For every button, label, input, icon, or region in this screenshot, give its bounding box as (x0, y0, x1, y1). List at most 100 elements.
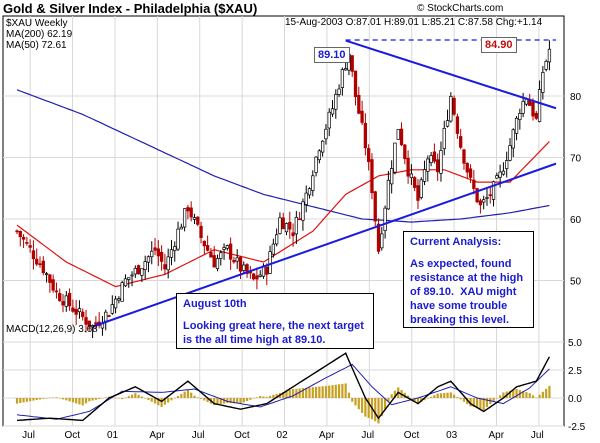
x-tick-label: Oct (234, 430, 250, 441)
price-candle (81, 311, 85, 318)
price-candle (498, 171, 502, 178)
x-tick-label: Apr (319, 430, 335, 441)
price-candle (544, 60, 548, 70)
price-candle (429, 155, 433, 164)
price-candle (127, 277, 131, 280)
macd-axis: -2.5 0.0 2.5 5.0 (568, 338, 586, 433)
trendlines (92, 39, 557, 328)
macd-hist-bar (265, 396, 268, 398)
macd-hist-bar (206, 398, 209, 403)
macd-hist-bar (127, 396, 130, 398)
price-candle (455, 116, 460, 134)
macd-hist-bar (232, 398, 236, 404)
macd-hist-bar (308, 387, 311, 398)
macd-hist-bar (285, 391, 288, 398)
macd-hist-bar (301, 388, 305, 398)
price-candle (87, 320, 91, 328)
price-candle (468, 168, 473, 178)
macd-hist-bar (499, 395, 502, 398)
price-candle (422, 169, 427, 182)
ma50-label: MA(50) 72.61 (6, 40, 67, 51)
price-candle (442, 127, 446, 150)
price-tick-label: 60 (570, 215, 582, 226)
price-candle (156, 248, 160, 257)
macd-hist-bar (29, 398, 32, 402)
macd-hist-bar (114, 397, 117, 399)
price-candle (475, 188, 479, 203)
macd-hist-bar (469, 398, 472, 407)
macd-hist-bar (337, 384, 341, 398)
macd-hist-bar (374, 398, 377, 422)
current-analysis-title: Current Analysis: (410, 236, 502, 248)
macd-hist-bar (55, 397, 58, 398)
macd-hist-bar (104, 397, 107, 398)
macd-hist-bar (203, 398, 206, 401)
price-candle (360, 110, 364, 123)
macd-hist-bar (245, 398, 249, 402)
price-candle (537, 89, 542, 122)
macd-hist-bar (331, 385, 334, 398)
price-candle (179, 226, 183, 230)
macd-hist-bar (456, 397, 459, 398)
price-candle (288, 221, 292, 230)
price-candle (491, 181, 496, 200)
macd-hist-bar (383, 398, 387, 409)
price-candle (41, 260, 45, 273)
price-candle (146, 256, 151, 263)
macd-hist-bar (147, 398, 150, 401)
macd-tick-label: 2.5 (568, 366, 582, 377)
price-candle (304, 192, 308, 205)
macd-hist-bar (262, 396, 265, 398)
price-candle (317, 150, 322, 161)
macd-hist-bar (446, 392, 449, 398)
macd-hist-bar (472, 398, 475, 407)
price-candle (337, 88, 341, 95)
price-candle (380, 233, 384, 249)
price-candle (18, 231, 22, 238)
macd-histogram (15, 383, 551, 424)
price-candle (439, 150, 443, 174)
macd-hist-bar (61, 398, 65, 400)
price-candle (373, 191, 377, 222)
macd-hist-bar (193, 395, 196, 398)
price-candle (505, 160, 509, 169)
macd-hist-bar (426, 398, 429, 399)
macd-hist-bar (121, 398, 124, 400)
symbol-label: $XAU Weekly (6, 18, 68, 29)
price-candle (541, 72, 545, 93)
macd-hist-bar (124, 397, 127, 399)
price-candle (166, 256, 170, 271)
price-candle (64, 295, 68, 307)
macd-hist-bar (357, 398, 360, 410)
price-candle (403, 144, 407, 160)
price-candle (518, 113, 522, 121)
price-candle (255, 275, 259, 280)
macd-hist-bar (407, 395, 410, 398)
price-candle (478, 200, 483, 206)
price-candle (297, 218, 302, 221)
price-candle (28, 245, 32, 248)
macd-hist-bar (91, 398, 94, 401)
macd-hist-bar (541, 391, 544, 398)
price-candle (528, 100, 532, 106)
price-candle (182, 208, 187, 228)
x-tick-label: 03 (446, 430, 458, 441)
price-candle (508, 145, 512, 161)
price-candle (413, 177, 417, 188)
macd-hist-bar (140, 396, 143, 398)
price-candle (140, 268, 144, 276)
macd-hist-bar (380, 398, 383, 417)
price-candle (51, 279, 55, 291)
price-candle (232, 260, 236, 263)
price-bars (15, 40, 552, 339)
macd-hist-bar (476, 398, 479, 408)
price-candle (222, 247, 226, 250)
x-tick-label: Oct (404, 430, 420, 441)
macd-hist-bar (259, 396, 262, 398)
macd-hist-bar (393, 390, 397, 398)
macd-hist-bar (410, 398, 413, 399)
macd-hist-bar (35, 398, 38, 401)
macd-hist-bar (351, 398, 354, 402)
current-analysis-box: Current Analysis: As expected, found res… (403, 231, 534, 328)
